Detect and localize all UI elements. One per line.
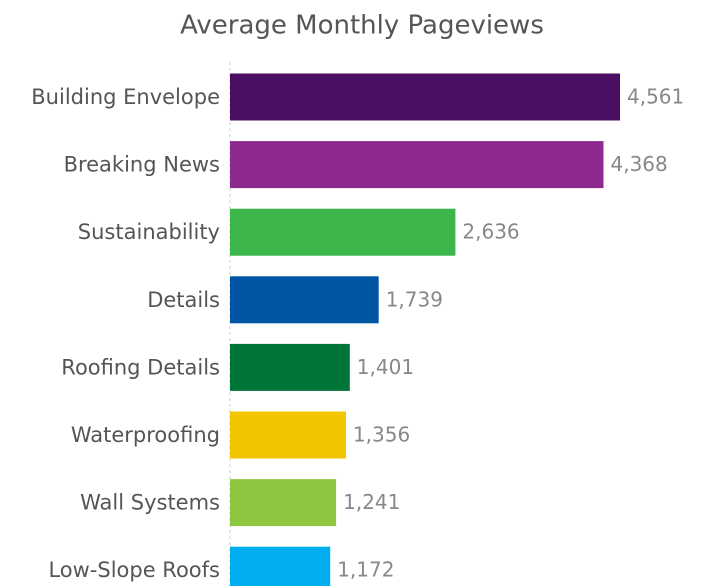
category-label: Breaking News [64, 153, 220, 177]
value-label: 1,401 [357, 355, 414, 379]
value-label: 1,356 [353, 423, 410, 447]
category-label: Details [147, 288, 220, 312]
bar [230, 208, 456, 256]
value-label: 1,739 [386, 287, 443, 311]
category-label: Roofing Details [61, 355, 220, 379]
bar [230, 141, 604, 189]
bar [230, 411, 346, 459]
category-label: Waterproofing [71, 423, 220, 447]
bar [230, 73, 620, 121]
value-label: 4,368 [610, 152, 667, 176]
category-label: Sustainability [78, 220, 220, 244]
chart-title: Average Monthly Pageviews [180, 11, 544, 41]
value-label: 2,636 [462, 220, 519, 244]
category-label: Low-Slope Roofs [48, 558, 220, 582]
bar [230, 343, 350, 391]
category-label: Building Envelope [31, 85, 220, 109]
value-label: 1,172 [337, 558, 394, 582]
value-label: 4,561 [627, 85, 684, 109]
bar [230, 479, 337, 527]
bar [230, 546, 331, 586]
value-label: 1,241 [343, 490, 400, 514]
category-label: Wall Systems [80, 491, 220, 515]
bar [230, 276, 379, 324]
